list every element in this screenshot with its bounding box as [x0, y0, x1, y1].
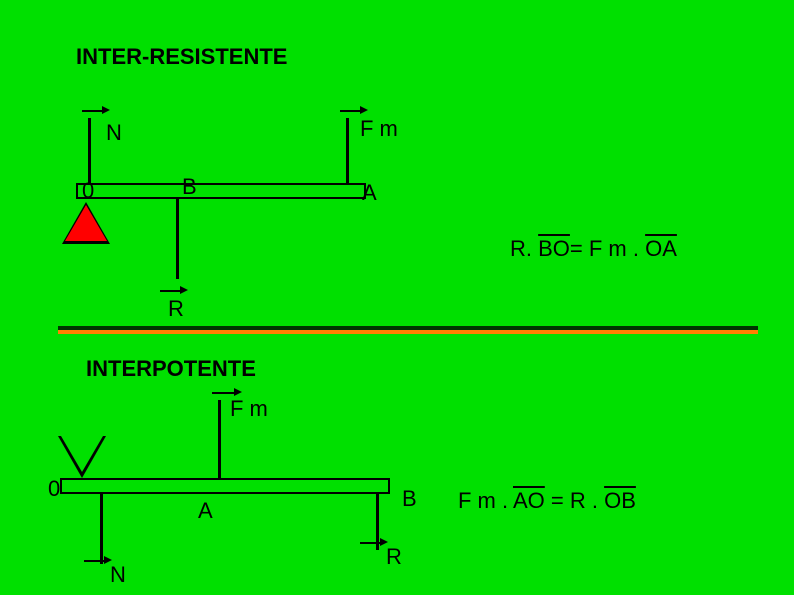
eq-top-mid: = F m .	[570, 236, 645, 261]
vector-sign-Fm-bottom	[212, 392, 236, 394]
title-top: INTER-RESISTENTE	[76, 44, 287, 70]
diagram-stage: INTER-RESISTENTE N F m 0 B A R R. BO= F …	[0, 0, 794, 595]
equation-bottom: F m . AO = R . OB	[458, 488, 636, 514]
vector-sign-N-top-head	[102, 106, 110, 114]
section-divider	[58, 326, 758, 334]
vector-sign-R-top	[160, 290, 182, 292]
title-bottom: INTERPOTENTE	[86, 356, 256, 382]
label-B-bottom: B	[402, 486, 417, 512]
label-O-bottom: 0	[48, 476, 60, 502]
eq-top-prefix: R.	[510, 236, 538, 261]
label-O-top: 0	[82, 178, 94, 204]
arrow-N-top-shaft	[88, 118, 91, 184]
label-R-top: R	[168, 296, 184, 322]
eq-bottom-prefix: F m .	[458, 488, 513, 513]
arrow-R-top-shaft	[176, 199, 179, 279]
eq-bottom-seg2: OB	[604, 488, 636, 513]
vector-sign-N-top	[82, 110, 104, 112]
label-B-top: B	[182, 174, 197, 200]
label-R-bottom: R	[386, 544, 402, 570]
vector-sign-R-top-head	[180, 286, 188, 294]
label-A-top: A	[362, 180, 377, 206]
vector-sign-Fm-top-head	[360, 106, 368, 114]
eq-bottom-seg1: AO	[513, 488, 545, 513]
vector-sign-R-bottom	[360, 542, 382, 544]
vector-sign-Fm-top	[340, 110, 362, 112]
vector-sign-Fm-bottom-head	[234, 388, 242, 396]
label-Fm-bottom: F m	[230, 396, 268, 422]
lever-bar-top	[76, 183, 366, 199]
vector-sign-N-bottom	[84, 560, 106, 562]
label-N-top: N	[106, 120, 122, 146]
label-N-bottom: N	[110, 562, 126, 588]
lever-bar-bottom	[60, 478, 390, 494]
eq-top-seg1: BO	[538, 236, 570, 261]
label-A-bottom: A	[198, 498, 213, 524]
label-Fm-top: F m	[360, 116, 398, 142]
arrow-Fm-top-shaft	[346, 118, 349, 184]
eq-bottom-mid: = R .	[545, 488, 604, 513]
arrow-Fm-bottom-shaft	[218, 400, 221, 478]
arrow-N-bottom-shaft	[100, 494, 103, 564]
eq-top-seg2: OA	[645, 236, 677, 261]
equation-top: R. BO= F m . OA	[510, 236, 677, 262]
